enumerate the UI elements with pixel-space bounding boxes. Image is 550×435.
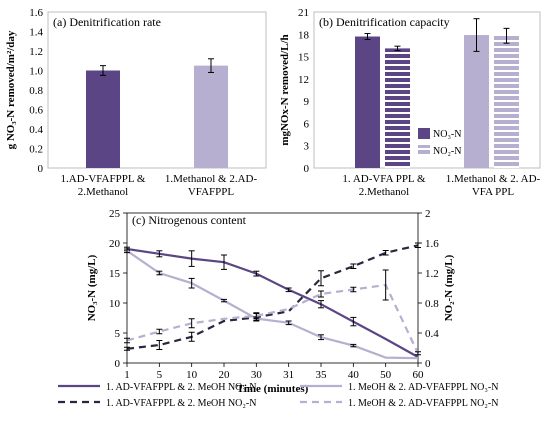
panel-b-ytick-5: 15 [298,52,310,64]
panel-a-ytick-2: 0.4 [29,124,43,136]
panel-b-ytick-2: 6 [304,118,310,130]
panel-a-ytick-7: 1.4 [29,27,43,39]
panel-b-category-0-0: 1. AD-VFA PPL & [342,173,426,185]
panel-c-ytick-4: 20 [109,238,121,250]
panel-a-ytick-6: 1.2 [29,46,43,58]
panel-c-xtick-2: 10 [186,369,198,381]
panel-c-xtick-9: 60 [413,369,425,381]
panel-c-series-line-1 [126,249,419,360]
panel-a-category-0-1: 2.Methanol [78,186,128,198]
panel-c-ytick-2: 10 [109,298,121,310]
panel-c-series-line-3 [126,283,419,354]
panel-a-frame [47,11,267,169]
panel-c-xtick-5: 31 [283,369,294,381]
panel-c-legend-label-1: 1. MeOH & 2. AD-VFAFPPL NO₃-N [348,382,498,393]
panel-a-title: (a) Denitrification rate [53,15,161,29]
panel-c-title: (c) Nitrogenous content [132,213,247,227]
panel-a-ytick-4: 0.8 [29,85,43,97]
panel-a-category-0-0: 1.AD-VFAFPPL & [61,173,146,185]
panel-c-ytick-0: 0 [115,358,121,370]
panel-b-bar-1-1 [494,35,519,169]
panel-c-legend-label-0: 1. AD-VFAFPPL & 2. MeOH NO₃-N [106,382,256,393]
panel-b-legend-label-1: NO₂-N [433,146,461,157]
panel-b-ytick-6: 18 [298,29,310,41]
panel-c-ytick-right-1: 0.4 [425,328,439,340]
panel-c-xtick-7: 40 [348,369,360,381]
panel-b-category-0-1: 2.Methanol [359,186,409,198]
panel-b-bar-0-1 [464,35,489,169]
panel-b-bar-0-0 [355,36,380,169]
panel-b-category-1-0: 1.Methanol & 2. AD- [446,173,541,185]
panel-c-ytick-right-3: 1.2 [425,268,439,280]
panel-b-ytick-7: 21 [298,7,309,19]
panel-b-bar-1-0 [385,48,410,168]
panel-a-ytick-0: 0 [38,163,44,175]
panel-c-ytick-right-5: 2 [425,208,431,220]
panel-c-xtick-0: 1 [124,369,130,381]
panel-a-ylabel: g NO₃-N removed/m²/day [5,30,17,149]
panel-c-ytick-right-4: 1.6 [425,238,439,250]
panel-b-ytick-4: 12 [298,74,309,86]
panel-c-series-line-0 [126,247,419,358]
panel-c-ytick-1: 5 [115,328,121,340]
panel-b-legend-label-0: NO₃-N [433,129,461,140]
panel-a-category-1-1: VFAFPPL [188,186,235,198]
panel-b-ytick-0: 0 [304,163,310,175]
panel-b-title: (b) Denitrification capacity [319,15,450,29]
panel-c-xlabel: Time (minutes) [237,383,309,395]
panel-a-category-1-0: 1.Methanol & 2.AD- [165,173,258,185]
panel-c-xtick-4: 30 [251,369,263,381]
panel-b-legend-swatch-0 [418,128,430,139]
panel-b-frame [313,11,541,169]
panel-b-ytick-3: 9 [304,96,310,108]
panel-a-ytick-8: 1.6 [29,7,43,19]
panel-a-bar-1 [194,65,228,168]
panel-c-ytick-right-2: 0.8 [425,298,439,310]
panel-a-bar-0 [86,70,120,168]
panel-c-frame [126,212,419,364]
panel-c-ylabel-right: NO₂-N (mg/L) [443,254,455,321]
panel-b-legend-swatch-1 [418,145,430,156]
panel-c-legend-label-2: 1. AD-VFAFPPL & 2. MeOH NO₂-N [106,398,256,409]
panel-c-ytick-right-0: 0 [425,358,431,370]
panel-c-xtick-1: 5 [157,369,163,381]
panel-a-ytick-3: 0.6 [29,105,43,117]
panel-c-ytick-5: 25 [109,208,121,220]
panel-c-xtick-6: 35 [316,369,328,381]
panel-b-ytick-1: 3 [304,141,310,153]
panel-a-ytick-1: 0.2 [29,144,43,156]
panel-b-ylabel: mgNOx-N removed/L/h [279,34,291,145]
panel-c-xtick-8: 50 [380,369,392,381]
panel-a-ytick-5: 1.0 [29,66,43,78]
panel-c-ytick-3: 15 [109,268,121,280]
panel-c-xtick-3: 20 [219,369,231,381]
panel-c-ylabel: NO₃-N (mg/L) [86,254,98,321]
panel-c-series-line-2 [126,244,419,350]
panel-c-legend-label-3: 1. MeOH & 2. AD-VFAFPPL NO₂-N [348,398,498,409]
panel-b-category-1-1: VFA PPL [472,186,515,198]
